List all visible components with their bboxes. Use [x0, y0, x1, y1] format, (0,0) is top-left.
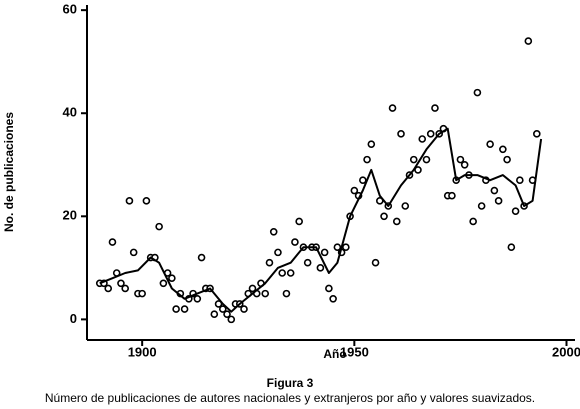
- data-point: [409, 155, 418, 164]
- data-point: [342, 243, 350, 252]
- y-tick-label: 60: [63, 2, 77, 17]
- data-point: [172, 305, 180, 313]
- data-point: [494, 197, 503, 205]
- data-point: [486, 140, 494, 148]
- data-point: [193, 294, 202, 303]
- data-point: [138, 289, 146, 298]
- x-tick-label: 2000: [552, 344, 580, 359]
- data-point: [414, 166, 422, 174]
- data-point: [320, 248, 329, 257]
- data-point: [363, 155, 371, 164]
- data-point: [265, 258, 274, 267]
- data-point: [524, 37, 533, 45]
- x-tick-label: 1950: [340, 344, 369, 359]
- caption-title: Figura 3: [267, 376, 314, 390]
- data-point: [392, 217, 401, 226]
- data-point: [371, 258, 380, 267]
- data-point: [248, 284, 257, 293]
- data-point: [159, 279, 168, 288]
- data-point: [350, 186, 359, 195]
- data-point: [121, 284, 129, 293]
- data-point: [223, 310, 231, 319]
- data-point: [303, 258, 312, 267]
- data-point: [168, 274, 176, 282]
- data-point: [507, 243, 516, 252]
- data-point: [380, 212, 388, 221]
- data-point: [291, 238, 299, 246]
- data-point: [278, 269, 287, 277]
- data-point: [286, 269, 295, 277]
- data-point: [333, 243, 342, 252]
- data-point: [456, 155, 465, 164]
- data-point: [210, 310, 219, 319]
- y-tick-label: 40: [63, 105, 77, 120]
- data-point: [218, 305, 227, 313]
- data-point: [197, 253, 206, 262]
- data-point: [269, 227, 278, 236]
- data-point: [108, 238, 117, 246]
- y-axis-label: No. de publicaciones: [2, 112, 16, 232]
- data-point: [460, 160, 469, 169]
- data-point: [359, 176, 367, 185]
- data-point: [503, 155, 511, 164]
- data-point: [469, 217, 477, 226]
- data-point: [142, 197, 151, 205]
- data-point: [511, 207, 520, 215]
- data-point: [431, 104, 439, 112]
- smoothed-line: [99, 127, 543, 313]
- data-point: [125, 197, 134, 205]
- data-point: [473, 88, 482, 97]
- data-point: [516, 176, 524, 185]
- caption: Número de publicaciones de autores nacio…: [45, 391, 535, 405]
- data-point: [261, 289, 270, 298]
- data-point: [227, 315, 236, 324]
- x-axis-label: Año: [323, 347, 346, 361]
- y-tick-label: 0: [70, 311, 77, 326]
- data-point: [367, 140, 376, 148]
- data-point: [325, 284, 333, 293]
- data-point: [397, 130, 405, 138]
- data-point: [180, 305, 189, 313]
- data-point: [117, 279, 125, 288]
- data-point: [329, 294, 337, 303]
- data-point: [155, 222, 163, 231]
- data-point: [274, 248, 282, 257]
- data-point: [422, 155, 431, 164]
- data-point: [401, 202, 410, 210]
- data-point: [418, 135, 427, 143]
- data-point: [282, 289, 291, 298]
- data-point: [316, 264, 325, 272]
- data-point: [388, 104, 397, 112]
- data-point: [426, 130, 435, 138]
- data-point: [448, 191, 456, 200]
- y-tick-label: 20: [63, 208, 77, 223]
- data-point: [499, 145, 507, 154]
- x-tick-label: 1900: [128, 344, 157, 359]
- data-point: [104, 284, 113, 293]
- data-point: [295, 217, 303, 226]
- data-point: [477, 202, 486, 210]
- data-point: [240, 305, 248, 313]
- data-point: [129, 248, 138, 257]
- data-point: [490, 186, 499, 195]
- data-point: [533, 130, 541, 138]
